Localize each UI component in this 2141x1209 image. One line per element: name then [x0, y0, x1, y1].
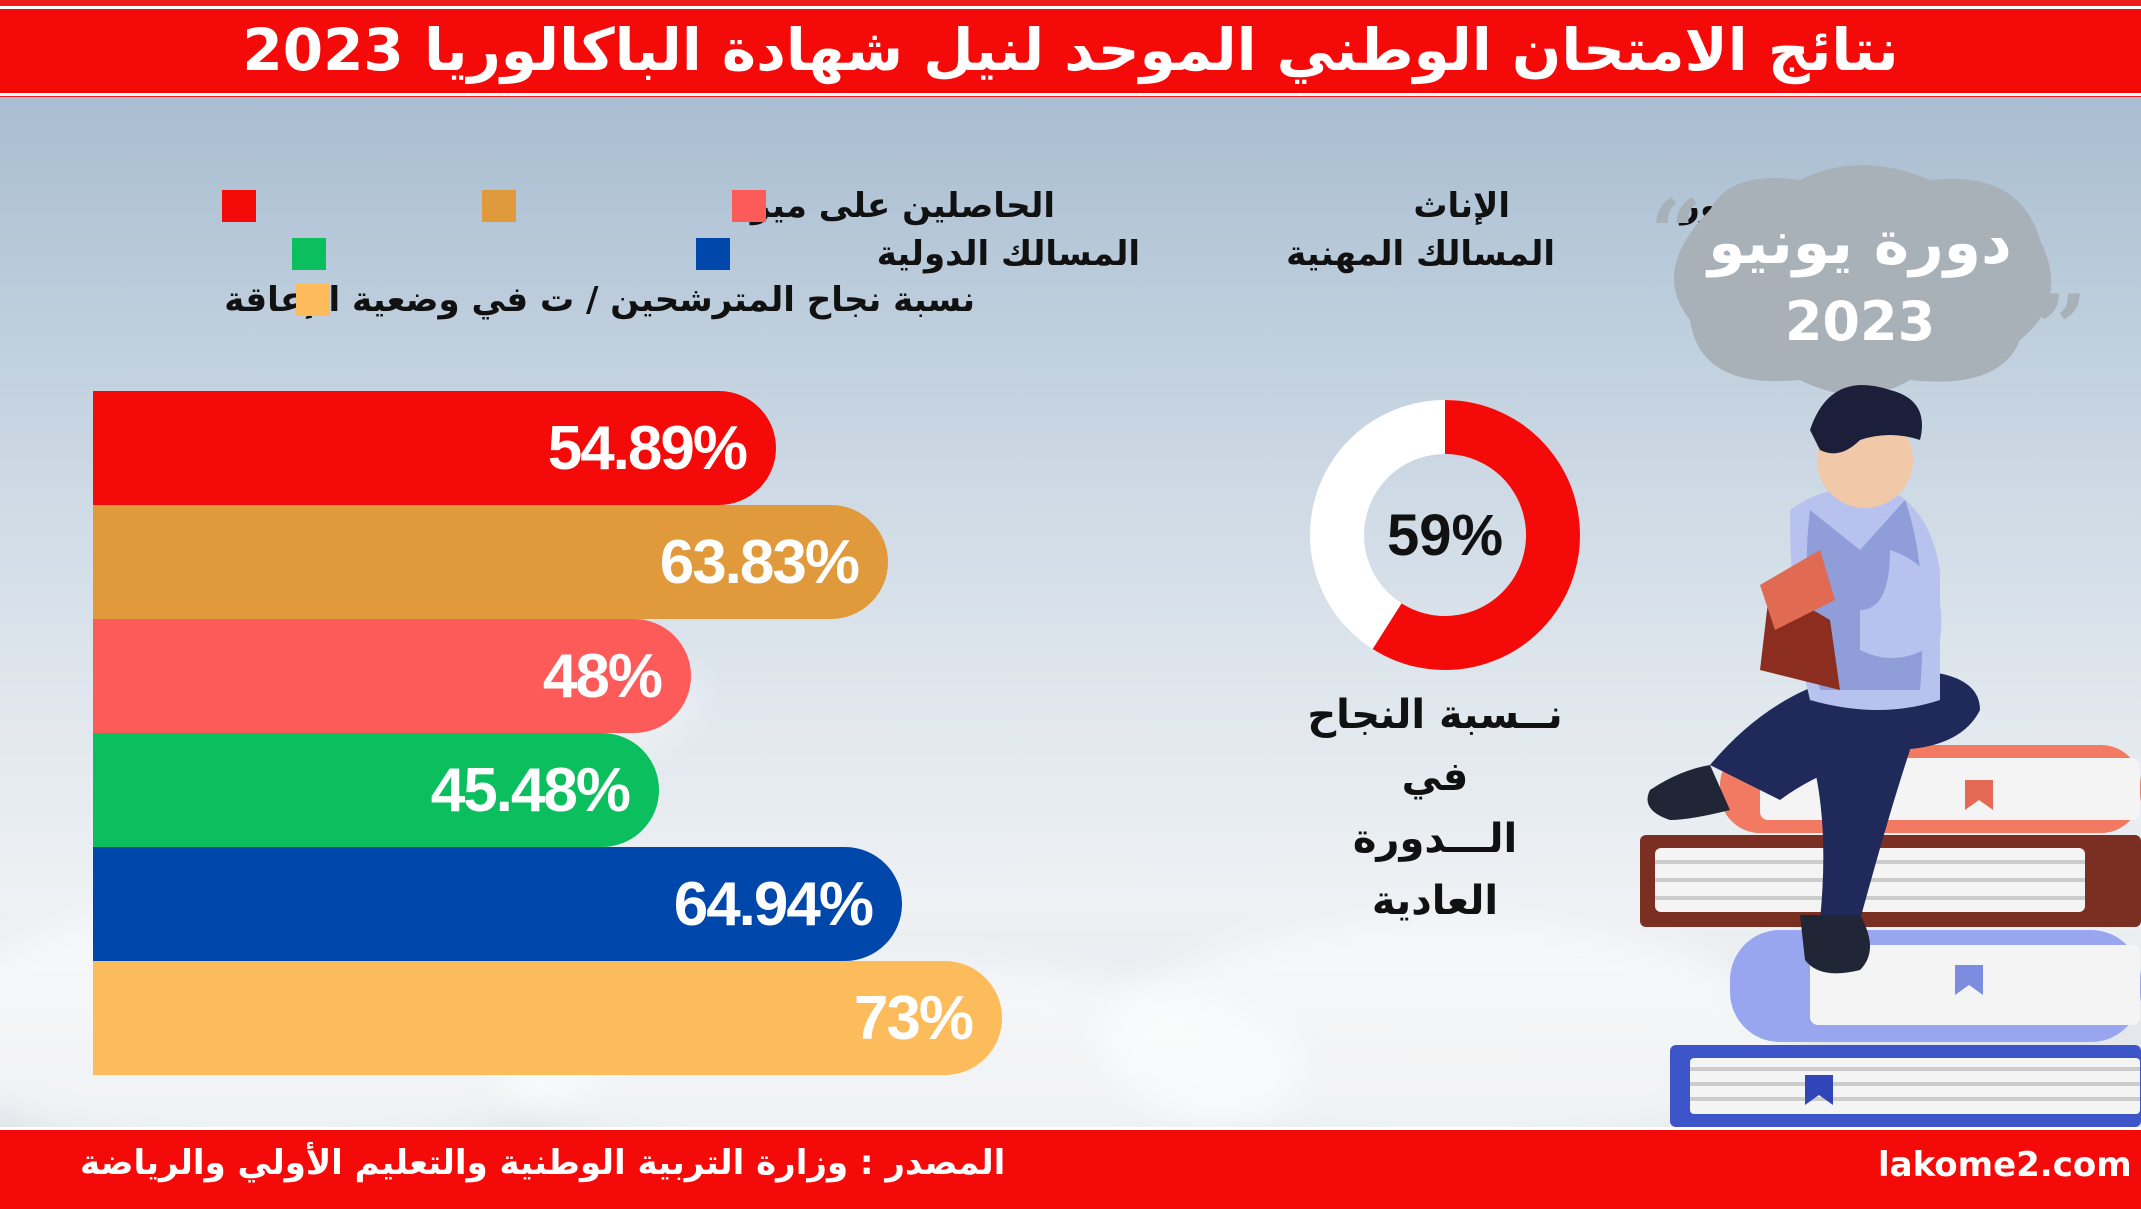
legend-item: المسالك الدولية [810, 234, 1140, 274]
legend-item: الإناث [1340, 186, 1510, 226]
site-link[interactable]: lakome2.com [1878, 1145, 2132, 1185]
legend-swatch [696, 234, 730, 274]
legend-swatch [732, 186, 766, 226]
success-rate-donut: 59% [1310, 400, 1580, 670]
source-text: المصدر : وزارة التربية الوطنية والتعليم … [80, 1143, 1006, 1183]
title-bar: نتائج الامتحان الوطني الموحد لنيل شهادة … [0, 0, 2141, 97]
bar-value-label: 73% [853, 984, 974, 1053]
legend-label: الحاصلين على ميزة [730, 186, 1055, 226]
bar: 48% [93, 619, 691, 733]
close-quote-icon: ” [2035, 275, 2087, 381]
bar-value-label: 54.89% [547, 414, 748, 483]
legend-swatch [482, 186, 516, 226]
bar-value-label: 45.48% [430, 756, 631, 825]
bar: 54.89% [93, 391, 776, 505]
legend-item: المسالك المهنية [1225, 234, 1555, 274]
bar-value-label: 63.83% [659, 528, 860, 597]
bar: 45.48% [93, 733, 659, 847]
legend-item: الحاصلين على ميزة [695, 186, 1055, 226]
legend-swatch [222, 186, 256, 226]
donut-caption: نــسبة النجاح في الـــدورة العادية [1290, 684, 1580, 932]
donut-caption-line1: نــسبة النجاح في [1307, 692, 1563, 800]
legend-item: نسبة نجاح المترشحين / ت في وضعية الإعاقة [224, 280, 975, 320]
legend-label: نسبة نجاح المترشحين / ت في وضعية الإعاقة [224, 280, 975, 320]
legend-label: المسالك المهنية [1286, 234, 1555, 274]
legend-label: المسالك الدولية [876, 234, 1140, 274]
bar-value-label: 48% [542, 642, 663, 711]
open-quote-icon: “ [1650, 180, 1702, 286]
legend-label: الإناث [1413, 186, 1510, 226]
footer-bar [0, 1127, 2141, 1209]
page-title: نتائج الامتحان الوطني الموحد لنيل شهادة … [242, 16, 1899, 84]
session-label: دورة يونيو 2023 [1660, 190, 2060, 380]
donut-value: 59% [1387, 503, 1503, 568]
session-line2: 2023 [1784, 290, 1936, 353]
donut-caption-line2: الـــدورة العادية [1352, 816, 1518, 924]
donut-arc [1372, 400, 1580, 670]
bar: 73% [93, 961, 1002, 1075]
legend-swatch [296, 280, 330, 320]
session-bubble [1674, 165, 2052, 395]
bar: 63.83% [93, 505, 888, 619]
student-reading-illustration [1640, 385, 2141, 1127]
bar: 64.94% [93, 847, 902, 961]
session-line1: دورة يونيو [1708, 208, 2012, 278]
bar-value-label: 64.94% [673, 870, 874, 939]
legend-swatch [292, 234, 326, 274]
